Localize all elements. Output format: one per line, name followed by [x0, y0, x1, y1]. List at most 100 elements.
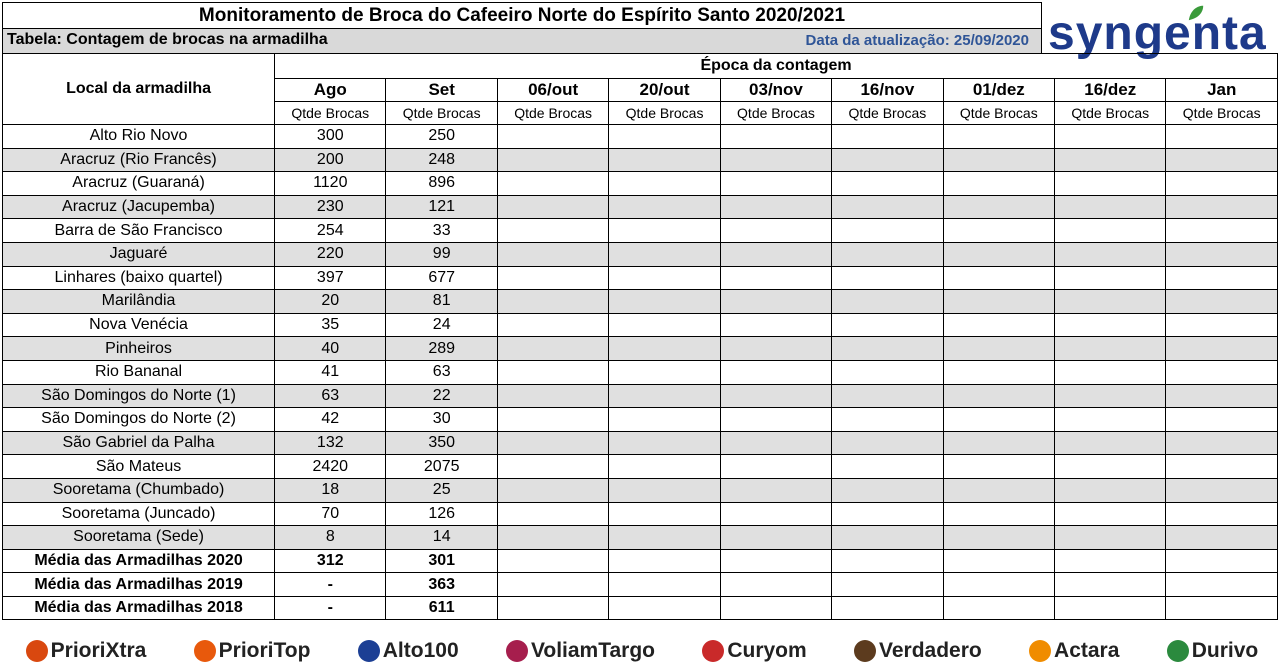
empty-cell — [942, 501, 1056, 527]
broca-table: Local da armadilha Época da contagem Ago Se… — [1, 53, 1278, 621]
empty-cell — [608, 147, 721, 173]
empty-cell — [1165, 124, 1278, 149]
empty-cell — [1165, 194, 1278, 220]
empty-cell — [608, 572, 721, 597]
empty-cell — [942, 265, 1056, 291]
period-header: 16/nov — [831, 78, 944, 102]
brand-mark-icon — [1029, 640, 1052, 662]
brand-logo: PrioriXtra — [25, 639, 146, 663]
unit-header: Qtde Brocas — [831, 101, 944, 125]
empty-cell — [496, 194, 610, 220]
unit-header: Qtde Brocas — [1054, 101, 1167, 125]
empty-cell — [1165, 241, 1278, 267]
empty-cell — [1165, 595, 1278, 621]
table-row: Nova Venécia 35 24 — [1, 312, 1278, 338]
local-header: Local da armadilha — [1, 53, 276, 125]
local-cell: Marilândia — [1, 289, 276, 314]
average-row: Média das Armadilhas 2019-363 — [1, 572, 1278, 597]
empty-cell — [942, 171, 1056, 196]
local-cell: Nova Venécia — [1, 312, 276, 338]
empty-cell — [719, 312, 833, 338]
empty-cell — [1165, 572, 1278, 597]
period-header: 06/out — [496, 78, 610, 102]
empty-cell — [1054, 525, 1167, 550]
empty-cell — [608, 383, 721, 409]
empty-cell — [1054, 359, 1167, 385]
ago-cell: 200 — [274, 147, 387, 173]
ago-cell: 20 — [274, 289, 387, 314]
table-row: Marilândia 20 81 — [1, 289, 1278, 314]
empty-cell — [942, 430, 1056, 456]
empty-cell — [1165, 548, 1278, 574]
local-cell: São Domingos do Norte (1) — [1, 383, 276, 409]
empty-cell — [831, 383, 944, 409]
empty-cell — [496, 407, 610, 432]
empty-cell — [1054, 171, 1167, 196]
set-cell: 30 — [385, 407, 498, 432]
brand-mark-icon — [357, 640, 380, 662]
empty-cell — [496, 218, 610, 243]
local-cell: Sooretama (Chumbado) — [1, 477, 276, 503]
empty-cell — [608, 218, 721, 243]
set-cell: 126 — [385, 501, 498, 527]
unit-header: Qtde Brocas — [719, 101, 833, 125]
title-text: Monitoramento de Broca do Cafeeiro Norte… — [198, 4, 846, 26]
empty-cell — [1165, 265, 1278, 291]
header-row-2: Ago Set 06/out 20/out 03/nov 16/nov 01/dez 16/d… — [3, 78, 1278, 102]
brand-mark-icon — [505, 640, 528, 662]
ago-cell: - — [274, 595, 387, 621]
unit-header: Qtde Brocas — [274, 101, 387, 125]
empty-cell — [496, 289, 610, 314]
empty-cell — [496, 548, 610, 574]
empty-cell — [496, 595, 610, 621]
empty-cell — [719, 359, 833, 385]
logo-text: syngenta — [1048, 7, 1267, 60]
table-row: Barra de São Francisco 254 33 — [1, 218, 1278, 243]
empty-cell — [831, 218, 944, 243]
table-row: Aracruz (Guaraná) 1120 896 — [1, 171, 1278, 196]
table-row: Aracruz (Rio Francês) 200 248 — [1, 147, 1278, 173]
ago-cell: 18 — [274, 477, 387, 503]
unit-header: Qtde Brocas — [385, 101, 498, 125]
update-date: Data da atualização: 25/09/2020 — [805, 32, 1029, 49]
empty-cell — [496, 430, 610, 456]
empty-cell — [608, 289, 721, 314]
empty-cell — [496, 477, 610, 503]
empty-cell — [496, 572, 610, 597]
unit-header: Qtde Brocas — [942, 101, 1056, 125]
empty-cell — [1054, 548, 1167, 574]
ago-cell: 254 — [274, 218, 387, 243]
epoca-header: Época da contagem — [274, 53, 1278, 79]
empty-cell — [1165, 359, 1278, 385]
empty-cell — [496, 359, 610, 385]
table-row: Sooretama (Sede) 8 14 — [1, 525, 1278, 550]
empty-cell — [719, 501, 833, 527]
brand-logo: Curyom — [702, 639, 807, 663]
set-cell: 22 — [385, 383, 498, 409]
empty-cell — [831, 548, 944, 574]
period-header: 20/out — [608, 78, 721, 102]
table-row: Sooretama (Chumbado) 18 25 — [1, 477, 1278, 503]
empty-cell — [719, 430, 833, 456]
empty-cell — [831, 454, 944, 479]
period-header: Ago — [274, 78, 387, 102]
empty-cell — [719, 383, 833, 409]
brand-logo: Durivo — [1166, 639, 1258, 663]
ago-cell: 397 — [274, 265, 387, 291]
empty-cell — [496, 501, 610, 527]
empty-cell — [719, 265, 833, 291]
empty-cell — [608, 194, 721, 220]
empty-cell — [831, 336, 944, 361]
set-cell: 99 — [385, 241, 498, 267]
brand-mark-icon — [1166, 640, 1189, 662]
average-row: Média das Armadilhas 2020 312 301 — [1, 548, 1278, 574]
ago-cell: 42 — [274, 407, 387, 432]
local-cell: São Gabriel da Palha — [1, 430, 276, 456]
local-cell: Rio Bananal — [1, 359, 276, 385]
set-cell: 14 — [385, 525, 498, 550]
empty-cell — [496, 336, 610, 361]
set-cell: 24 — [385, 312, 498, 338]
empty-cell — [942, 147, 1056, 173]
set-cell: 363 — [385, 572, 498, 597]
empty-cell — [942, 595, 1056, 621]
